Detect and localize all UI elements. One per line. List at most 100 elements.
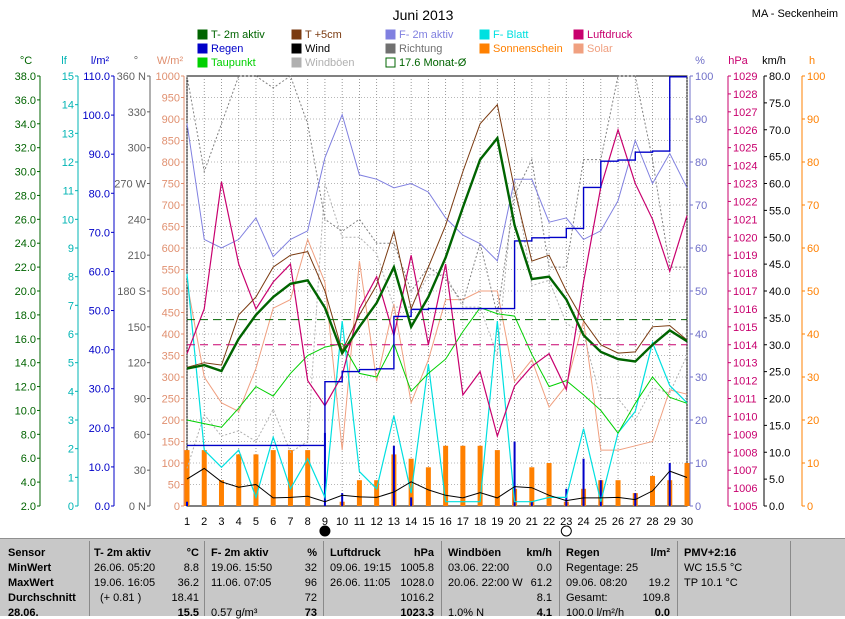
axis-tick-label-dir: 0 N [129,501,146,513]
axis-tick-label-temp: 38.0 [15,71,36,83]
series-line-regen [187,76,687,447]
axis-tick-label-temp: 18.0 [15,310,36,322]
x-tick-label: 11 [354,516,365,528]
bar-sunshine [356,480,362,506]
stats-cell: 20.06. 22:00 W [448,577,523,589]
stats-value: 32 [304,562,317,574]
axis-tick-label-kmh: 80.0 [769,71,790,83]
x-tick-label: 16 [439,516,451,528]
axis-tick-label-temp: 10.0 [15,405,36,417]
x-tick-label: 2 [201,516,207,528]
axis-tick-label-lf: 4 [68,386,74,398]
legend-swatch [291,43,302,54]
x-tick-label: 28 [646,516,658,528]
series-line-wind [186,467,688,503]
axis-tick-label-temp: 36.0 [15,95,36,107]
series-line-f-blatt [186,273,688,503]
bar-sunshine [529,467,535,506]
x-tick-label: 7 [287,516,293,528]
axis-tick-label-kmh: 35.0 [769,313,790,325]
legend-label: F- Blatt [493,29,528,41]
axis-tick-label-solar: 650 [162,222,180,234]
axis-tick-label-solar: 0 [174,501,180,513]
axis-tick-label-hours: 50 [807,286,819,298]
axis-tick-label-lf: 14 [62,100,74,112]
legend-label: Regen [211,43,243,55]
axis-tick-label-kmh: 45.0 [769,259,790,271]
axis-tick-label-temp: 28.0 [15,190,36,202]
legend-label: Luftdruck [587,29,633,41]
stats-cell: 100.0 l/m²/h [566,607,625,619]
stats-t2m-title: T- 2m aktiv [94,547,151,559]
axis-tick-label-lf: 1 [68,472,74,484]
stats-cell: 09.06. 08:20 [566,577,628,589]
bar-sunshine [477,445,483,506]
stats-rain-unit: l/m² [650,547,670,559]
axis-unit-kmh: km/h [762,55,786,67]
axis-tick-label-dir: 150 [128,322,146,334]
x-tick-label: 12 [371,516,383,528]
stats-pressure-title: Luftdruck [330,547,381,559]
legend-label: Sonnenschein [493,43,563,55]
stats-value: 1005.8 [400,562,434,574]
axis-tick-label-hours: 30 [807,372,819,384]
stats-cell: (+ 0.81 ) [100,592,142,604]
axis-tick-label-lf: 10 [62,214,74,226]
axis-tick-label-pct: 10 [695,458,707,470]
axis-tick-label-hpa: 1008 [733,447,757,459]
stats-cell: Regentage: 25 [566,562,639,574]
x-tick-label: 26 [612,516,624,528]
x-tick-label: 3 [218,516,224,528]
series-line-luftdruck [186,127,688,439]
legend-label: F- 2m aktiv [399,29,454,41]
axis-tick-label-temp: 34.0 [15,119,36,131]
axis-tick-label-kmh: 0.0 [769,501,784,513]
stats-pmv: PMV+2:16 WC 15.5 °C TP 10.1 °C [684,539,784,616]
axis-tick-label-hours: 80 [807,157,819,169]
bar-rain-day [668,463,671,506]
reference-lines [187,319,687,346]
axis-tick-label-solar: 100 [162,458,180,470]
axis-tick-label-rain: 50.0 [89,306,110,318]
legend-label: Windböen [305,57,355,69]
axis-tick-label-dir: 270 W [114,179,146,191]
axis-tick-label-hpa: 1027 [733,107,757,119]
stats-value: 1023.3 [400,607,434,619]
stats-cell: WC 15.5 °C [684,562,743,574]
bar-sunshine [374,480,380,506]
moon-phases [319,525,572,537]
bar-sunshine [184,450,190,506]
legend-swatch [291,57,302,68]
axis-tick-label-hours: 90 [807,114,819,126]
moon-new-icon [319,525,331,537]
stats-row-label: MinWert [8,562,52,574]
axis-tick-label-pct: 100 [695,71,713,83]
axis-tick-label-kmh: 30.0 [769,340,790,352]
axis-tick-label-lf: 0 [68,501,74,513]
axis-tick-label-solar: 800 [162,157,180,169]
stats-cell: 1.0% N [448,607,485,619]
axis-tick-label-hpa: 1016 [733,304,757,316]
stats-value: 8.1 [536,592,552,604]
axis-tick-label-lf: 8 [68,272,74,284]
axis-tick-label-dir: 360 N [117,71,146,83]
axis-tick-label-lf: 13 [62,128,74,140]
axis-unit-hpa: hPa [728,55,748,67]
axis-tick-label-dir: 90 [134,394,146,406]
bar-sunshine [218,480,224,506]
stats-cell: 11.06. 07:05 [211,577,272,589]
axis-tick-label-lf: 7 [68,300,74,312]
axis-tick-label-rain: 70.0 [89,227,110,239]
stats-value: 0.0 [536,562,552,574]
stats-gusts-unit: km/h [526,547,552,559]
bar-sunshine [287,450,293,506]
bar-rain-day [410,497,413,506]
axis-tick-label-solar: 50 [168,480,180,492]
stats-row-label: Durchschnitt [8,592,76,604]
axis-tick-label-temp: 32.0 [15,143,36,155]
stats-cell: 09.06. 19:15 [330,562,392,574]
axis-tick-label-dir: 330 [128,107,146,119]
x-tick-label: 6 [270,516,276,528]
moon-full-icon [560,525,572,537]
x-tick-label: 8 [305,516,311,528]
